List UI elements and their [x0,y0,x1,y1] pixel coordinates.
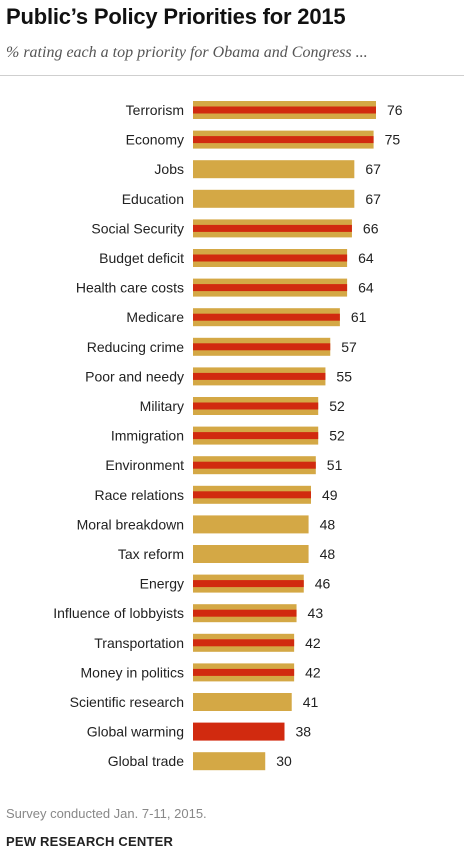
category-label: Jobs [154,161,184,177]
survey-note: Survey conducted Jan. 7-11, 2015. [6,806,207,821]
category-label: Medicare [126,309,184,325]
bar-row: Immigration 52 [111,426,345,445]
bar-row: Economy 75 [126,130,401,149]
bar-stripe [193,491,311,499]
value-label: 43 [308,605,324,621]
bar-row: Social Security 66 [91,219,379,238]
category-label: Budget deficit [99,250,184,266]
category-label: Economy [126,132,184,148]
bar-row: Budget deficit 64 [99,249,374,267]
bar-stripe [193,254,348,262]
chart-title: Public’s Policy Priorities for 2015 [6,4,346,29]
value-label: 57 [341,339,357,355]
bar-chart: Terrorism 76 Economy 75 Jobs 67 Education 67 Soc… [53,101,403,771]
bar-stripe [193,343,331,351]
category-label: Poor and needy [85,368,184,384]
category-label: Moral breakdown [77,516,184,532]
bar-row: Poor and needy 55 [85,367,352,386]
bar-row: Reducing crime 57 [87,337,357,356]
bar-stripe [193,609,297,617]
value-label: 42 [305,635,321,651]
bar-stripe [193,402,319,410]
bar-row: Energy 46 [140,574,331,593]
bar [193,515,309,534]
category-label: Global trade [108,753,184,769]
value-label: 48 [320,546,336,562]
bar-stripe [193,668,295,676]
source-credit: PEW RESEARCH CENTER [6,834,174,849]
bar-row: Jobs 67 [154,160,381,179]
bar-stripe [193,313,340,321]
bar-row: Environment 51 [105,456,343,475]
category-label: Health care costs [76,280,184,296]
bar-stripe [193,136,374,144]
category-label: Immigration [111,428,184,444]
value-label: 61 [351,309,367,325]
bar [193,693,292,711]
category-label: Military [140,398,184,414]
value-label: 51 [327,457,343,473]
value-label: 49 [322,487,338,503]
bar-row: Scientific research 41 [70,693,319,711]
category-label: Race relations [95,487,185,503]
bar-stripe [193,106,376,114]
bar-stripe [193,224,352,232]
value-label: 75 [385,132,401,148]
value-label: 67 [365,191,381,207]
category-label: Education [122,191,184,207]
category-label: Tax reform [118,546,184,562]
category-label: Reducing crime [87,339,184,355]
bar [193,160,355,179]
bar-stripe [193,461,316,469]
chart-subtitle: % rating each a top priority for Obama a… [6,44,368,61]
bar-row: Terrorism 76 [126,101,403,119]
category-label: Scientific research [70,694,184,710]
bar-stripe [193,639,295,647]
title-divider [0,75,464,76]
bar-row: Tax reform 48 [118,545,335,563]
category-label: Money in politics [81,664,185,680]
bar-row: Influence of lobbyists 43 [53,604,324,623]
bar-stripe [193,372,326,380]
value-label: 64 [358,280,374,296]
category-label: Transportation [94,635,184,651]
category-label: Influence of lobbyists [53,605,184,621]
bar-row: Education 67 [122,189,381,208]
bar-stripe [193,432,319,440]
bar-row: Transportation 42 [94,633,321,652]
category-label: Social Security [91,220,184,236]
category-label: Terrorism [126,102,184,118]
bar-row: Medicare 61 [126,308,367,327]
bar [193,752,266,771]
bar-row: Military 52 [140,397,345,415]
bar-row: Global trade 30 [108,752,292,771]
value-label: 41 [303,694,319,710]
bar [193,722,285,741]
bar [193,545,309,563]
value-label: 55 [336,368,352,384]
value-label: 66 [363,220,379,236]
bar-row: Moral breakdown 48 [77,515,336,534]
value-label: 48 [320,516,336,532]
value-label: 52 [329,428,345,444]
value-label: 67 [365,161,381,177]
value-label: 38 [296,724,312,740]
value-label: 42 [305,664,321,680]
value-label: 76 [387,102,403,118]
category-label: Energy [140,576,184,592]
bar-row: Race relations 49 [95,485,338,504]
bar-row: Health care costs 64 [76,278,374,297]
value-label: 52 [329,398,345,414]
bar-stripe [193,580,304,588]
value-label: 46 [315,576,331,592]
bar-row: Money in politics 42 [81,663,321,682]
value-label: 30 [276,753,292,769]
category-label: Global warming [87,724,184,740]
bar-row: Global warming 38 [87,722,312,741]
bar-stripe [193,284,348,292]
bar [193,189,355,208]
value-label: 64 [358,250,374,266]
category-label: Environment [105,457,184,473]
